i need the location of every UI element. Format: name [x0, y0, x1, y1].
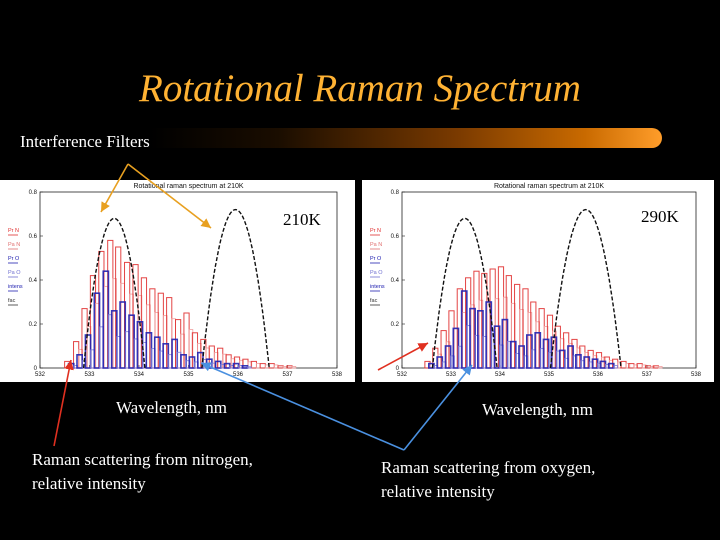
- y-tick-label: 0: [396, 366, 400, 372]
- x-tick-label: 533: [84, 372, 95, 378]
- x-tick-label: 534: [495, 372, 506, 378]
- y-tick-label: 0.6: [391, 234, 400, 240]
- x-tick-label: 538: [332, 372, 343, 378]
- oxygen-arrow-1: [200, 362, 405, 451]
- temperature-label-left: 210K: [283, 210, 321, 229]
- x-tick-label: 536: [233, 372, 244, 378]
- x-axis-label-left: Wavelength, nm: [116, 398, 227, 417]
- nitrogen-bar-secondary: [625, 362, 631, 369]
- legend-entry: Pa N: [8, 242, 20, 248]
- spectrum-chart-right: Rotational raman spectrum at 210K 0 0.2 0.4…: [370, 183, 702, 378]
- x-tick-label: 535: [183, 372, 194, 378]
- nitrogen-bar-secondary: [641, 364, 647, 369]
- chart-panel-left: Rotational raman spectrum at 210K 0 0.2 0.4…: [0, 180, 355, 382]
- nitrogen-arrow-1: [53, 359, 74, 447]
- oxygen-bar-secondary: [613, 365, 618, 369]
- filter-arrow-2: [127, 163, 212, 229]
- x-tick-label: 537: [282, 372, 293, 378]
- x-tick-label: 538: [691, 372, 702, 378]
- filter-curve-2: [549, 208, 622, 369]
- filter-arrow-1: [100, 163, 129, 213]
- nitrogen-bar-secondary: [633, 364, 639, 369]
- x-tick-label: 533: [446, 372, 457, 378]
- chart-title: Rotational raman spectrum at 210K: [133, 183, 243, 190]
- legend-entry: Pr N: [8, 228, 19, 234]
- oxygen-arrow-2: [403, 364, 473, 451]
- y-tick-label: 0.2: [29, 322, 38, 328]
- filters-label: Interference Filters: [20, 132, 150, 151]
- y-tick-label: 0.8: [391, 190, 400, 196]
- x-axis-label-right: Wavelength, nm: [482, 400, 593, 419]
- y-tick-label: 0.8: [29, 190, 38, 196]
- x-tick-label: 535: [544, 372, 555, 378]
- nitrogen-bar-secondary: [650, 366, 655, 369]
- x-tick-label: 534: [134, 372, 145, 378]
- nitrogen-note: Raman scattering from nitrogen, relative…: [32, 450, 253, 493]
- chart-title: Rotational raman spectrum at 210K: [494, 183, 604, 190]
- legend-entry: Pr N: [370, 228, 381, 234]
- x-tick-label: 537: [642, 372, 653, 378]
- legend-entry: fac: [370, 298, 378, 304]
- nitrogen-bar-secondary: [617, 361, 622, 369]
- legend-entry: fac: [8, 298, 16, 304]
- y-tick-label: 0.4: [391, 278, 400, 284]
- nitrogen-bar-secondary: [658, 366, 663, 369]
- y-tick-label: 0: [34, 366, 38, 372]
- oxygen-note: Raman scattering from oxygen, relative i…: [381, 458, 596, 501]
- nitrogen-arrow-2: [377, 342, 429, 371]
- legend-entry: Pa N: [370, 242, 382, 248]
- legend-entry: Pa O: [8, 270, 21, 276]
- nitrogen-bar-secondary: [291, 366, 297, 369]
- spectrum-chart-left: Rotational raman spectrum at 210K 0 0.2 0.4…: [8, 183, 343, 378]
- title-underline-banner: [150, 128, 662, 148]
- legend-entry: intens: [8, 284, 23, 290]
- y-tick-label: 0.4: [29, 278, 38, 284]
- legend-entry: Pr O: [370, 256, 382, 262]
- x-tick-label: 532: [397, 372, 408, 378]
- legend-entry: intens: [370, 284, 385, 290]
- x-tick-label: 536: [593, 372, 604, 378]
- legend-entry: Pa O: [370, 270, 383, 276]
- slide-title: Rotational Raman Spectrum: [139, 67, 581, 110]
- x-tick-label: 532: [35, 372, 46, 378]
- filter-curve-2: [201, 208, 270, 369]
- temperature-label-right: 290K: [641, 207, 679, 226]
- oxygen-bar-secondary: [247, 366, 252, 369]
- y-tick-label: 0.2: [391, 322, 400, 328]
- legend-entry: Pr O: [8, 256, 20, 262]
- y-tick-label: 0.6: [29, 234, 38, 240]
